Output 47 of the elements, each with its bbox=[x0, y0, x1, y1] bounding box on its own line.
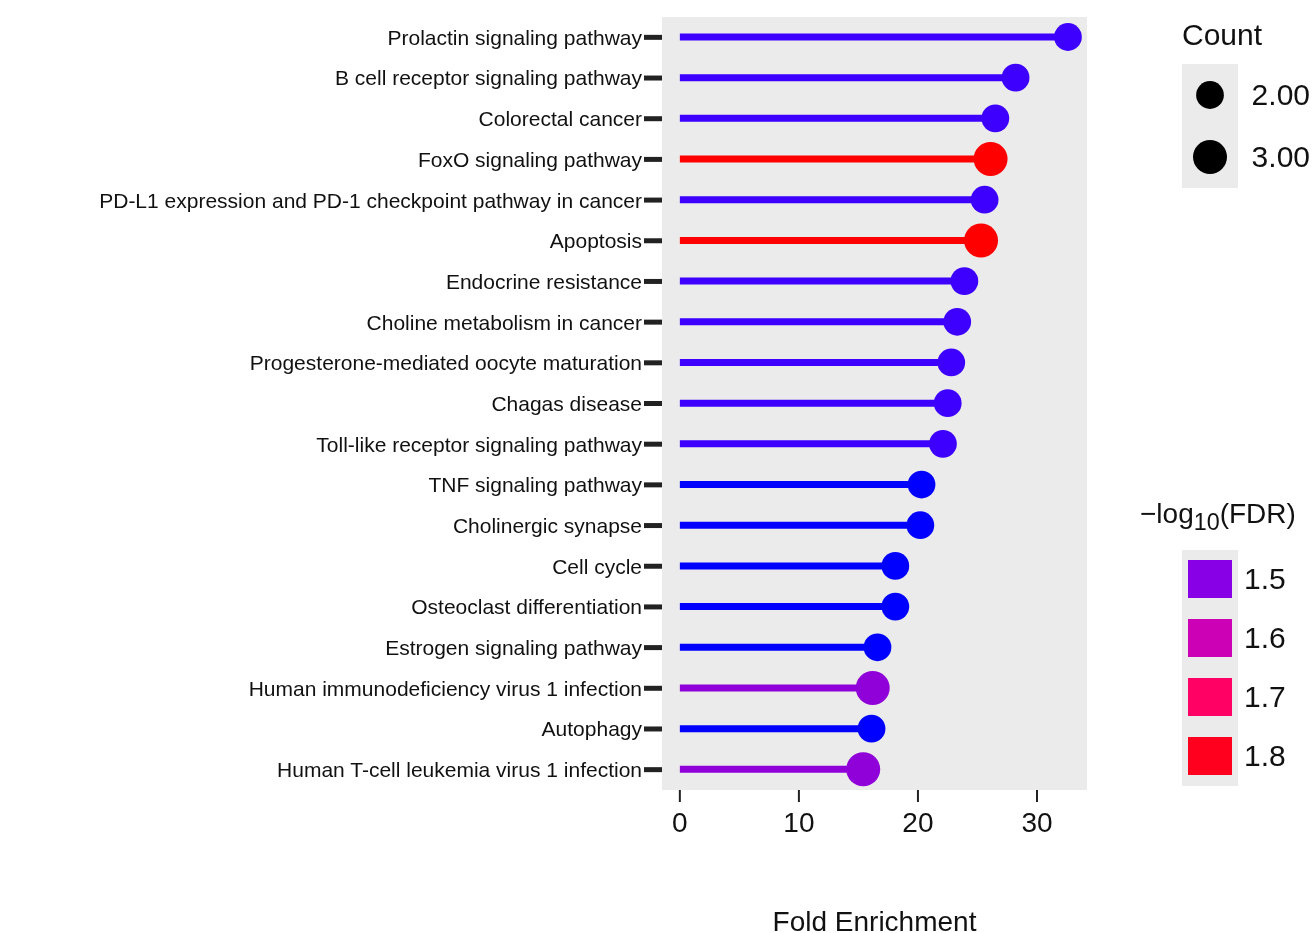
point bbox=[881, 552, 910, 580]
y-tick-label: PD-L1 expression and PD-1 checkpoint pathway in cancer bbox=[99, 188, 642, 212]
point bbox=[943, 307, 972, 336]
y-tick-label: FoxO signaling pathway bbox=[417, 147, 643, 171]
color-bar-label: 1.6 bbox=[1244, 621, 1286, 656]
y-tick-label: Cell cycle bbox=[552, 554, 642, 578]
point bbox=[881, 592, 910, 621]
y-tick-label: B cell receptor signaling pathway bbox=[334, 66, 643, 90]
y-tick-label: Chagas disease bbox=[491, 391, 642, 415]
color-bar-title: −log$_{10}$(FDR) bbox=[1140, 498, 1296, 535]
y-tick-label: Osteoclast differentiation bbox=[411, 595, 642, 619]
point bbox=[950, 267, 979, 295]
point bbox=[906, 511, 935, 540]
y-tick-label: Human T-cell leukemia virus 1 infection bbox=[277, 758, 642, 782]
point bbox=[929, 429, 957, 458]
y-tick-label: Autophagy bbox=[541, 717, 643, 741]
x-tick-label: 30 bbox=[1021, 806, 1053, 838]
y-tick-label: TNF signaling pathway bbox=[428, 473, 643, 497]
color-bar-label: 1.5 bbox=[1244, 562, 1286, 597]
point bbox=[937, 348, 966, 377]
y-tick-label: Cholinergic synapse bbox=[452, 514, 642, 538]
y-tick-label: Progesterone-mediated oocyte maturation bbox=[249, 351, 642, 375]
point bbox=[981, 104, 1010, 133]
y-tick-label: Choline metabolism in cancer bbox=[366, 310, 642, 334]
x-tick-label: 20 bbox=[902, 806, 934, 838]
y-tick-label: Apoptosis bbox=[549, 229, 642, 253]
point bbox=[863, 633, 892, 662]
y-tick-label: Human immunodeficiency virus 1 infection bbox=[248, 676, 642, 700]
color-bar-label: 1.8 bbox=[1244, 739, 1286, 774]
point bbox=[857, 714, 886, 743]
x-tick-label: 10 bbox=[783, 806, 815, 838]
point bbox=[1001, 63, 1030, 92]
x-tick-label: 0 bbox=[672, 806, 688, 838]
y-tick-label: Prolactin signaling pathway bbox=[387, 25, 643, 49]
color-bar-label: 1.7 bbox=[1244, 680, 1286, 715]
point bbox=[1054, 23, 1082, 51]
y-tick-label: Toll-like receptor signaling pathway bbox=[316, 432, 643, 456]
point bbox=[907, 470, 936, 499]
point bbox=[933, 389, 962, 418]
legend-label: 2.00 bbox=[1251, 78, 1310, 112]
point bbox=[970, 185, 999, 214]
x-axis-title: Fold Enrichment bbox=[772, 906, 977, 933]
y-tick-label: Colorectal cancer bbox=[478, 107, 643, 131]
legend-title: Count bbox=[1182, 18, 1264, 52]
legend-label: 3.00 bbox=[1251, 140, 1310, 174]
y-tick-label: Endocrine resistance bbox=[445, 269, 642, 293]
y-tick-label: Estrogen signaling pathway bbox=[385, 636, 643, 660]
